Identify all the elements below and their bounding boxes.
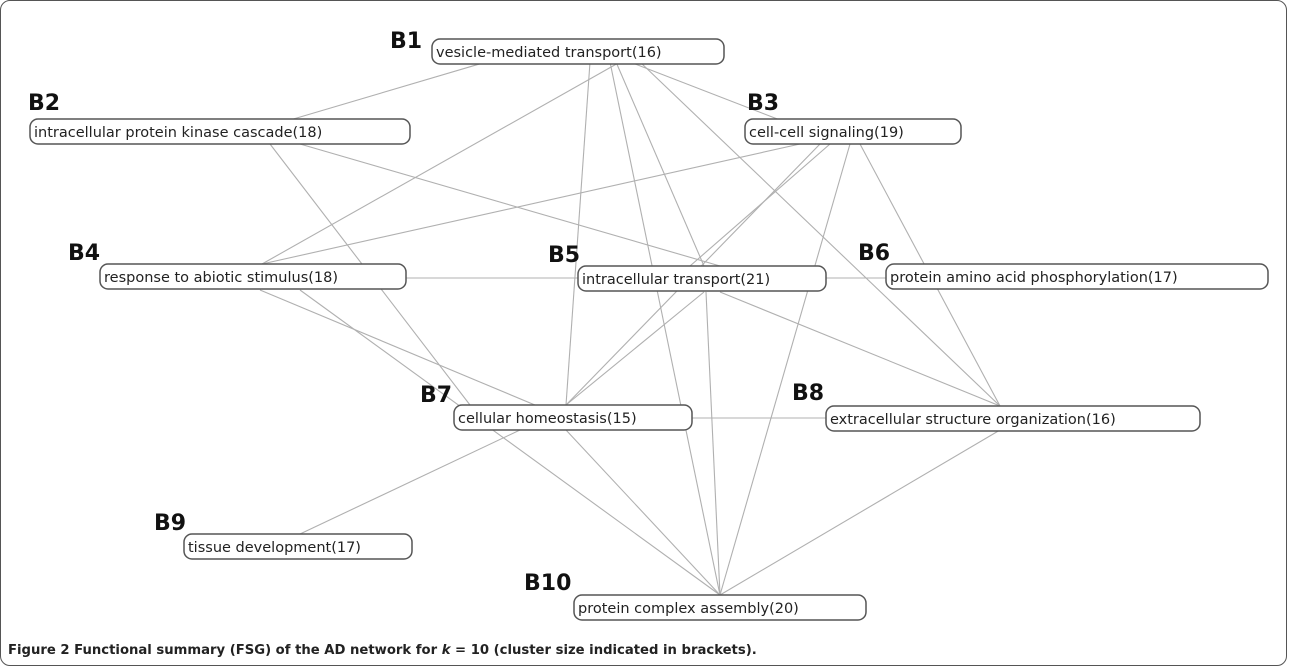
- node-box: [183, 533, 413, 560]
- edge-b4-b10: [299, 289, 721, 596]
- figure-label: Figure 2: [8, 643, 70, 658]
- edge-b1-b5: [615, 61, 705, 267]
- node-label: extracellular structure organization(16): [830, 412, 1116, 428]
- node-b1: vesicle-mediated transport(16) B1: [390, 29, 725, 65]
- node-label: cell-cell signaling(19): [749, 125, 904, 141]
- edge-b7-b9: [299, 429, 521, 535]
- node-label: tissue development(17): [188, 540, 361, 556]
- node-id-label: B4: [68, 241, 100, 266]
- node-b4: response to abiotic stimulus(18)B4: [68, 241, 407, 290]
- node-box: [885, 263, 1269, 290]
- caption-variable: k: [441, 643, 451, 658]
- edge-b1-b4: [261, 61, 621, 265]
- caption-text-before: Functional summary (FSG) of the AD netwo…: [69, 643, 442, 658]
- caption-text-after: = 10 (cluster size indicated in brackets…: [450, 643, 757, 658]
- edge-b4-b7: [259, 289, 567, 419]
- edge-b7-b10: [565, 429, 721, 596]
- edge-b2-b5: [299, 143, 721, 267]
- node-label: intracellular protein kinase cascade(18): [34, 125, 322, 141]
- node-box: [99, 263, 407, 290]
- node-box: [431, 38, 725, 65]
- node-b6: protein amino acid phosphorylation(17)B6: [858, 241, 1269, 290]
- figure-caption: Figure 2 Functional summary (FSG) of the…: [8, 643, 757, 658]
- node-b8: extracellular structure organization(16)…: [792, 381, 1201, 432]
- node-b5: intracellular transport(21)B5: [548, 243, 827, 292]
- node-id-label: B6: [858, 241, 890, 266]
- edge-b8-b10: [719, 429, 1001, 596]
- nodes-layer: vesicle-mediated transport(16) B1 intracel…: [28, 29, 1269, 621]
- node-id-label: B9: [154, 511, 186, 536]
- node-id-label: B10: [524, 571, 571, 596]
- node-label: protein complex assembly(20): [578, 601, 799, 617]
- edge-b3-b10: [719, 143, 851, 596]
- edge-b1-b10: [609, 61, 721, 596]
- node-box: [29, 118, 411, 145]
- node-b9: tissue development(17)B9: [154, 511, 413, 560]
- node-label: intracellular transport(21): [582, 272, 770, 288]
- network-graph: vesicle-mediated transport(16) B1 intracel…: [28, 29, 1269, 621]
- node-box: [825, 405, 1201, 432]
- node-b7: cellular homeostasis(15) B7: [420, 383, 693, 431]
- node-box: [577, 265, 827, 292]
- edge-b3-b4: [261, 143, 801, 265]
- edge-b5-b7: [565, 291, 705, 406]
- node-id-label: B1: [390, 29, 422, 54]
- node-label: protein amino acid phosphorylation(17): [890, 270, 1178, 286]
- node-id-label: B2: [28, 91, 60, 116]
- node-label: vesicle-mediated transport(16): [436, 45, 662, 61]
- node-box: [573, 594, 867, 621]
- node-box: [453, 404, 693, 431]
- node-label: response to abiotic stimulus(18): [104, 270, 338, 286]
- edge-b5-b10: [705, 291, 721, 596]
- node-id-label: B8: [792, 381, 824, 406]
- node-id-label: B7: [420, 383, 452, 408]
- node-id-label: B3: [747, 91, 779, 116]
- node-b3: cell-cell signaling(19) B3: [744, 91, 962, 145]
- edge-b5-b8: [719, 291, 1001, 407]
- node-box: [744, 118, 962, 145]
- node-id-label: B5: [548, 243, 580, 268]
- node-b10: protein complex assembly(20) B10: [524, 571, 867, 621]
- edge-b1-b8: [639, 61, 1001, 407]
- node-b2: intracellular protein kinase cascade(18)…: [28, 91, 411, 145]
- edge-b1-b7: [565, 61, 591, 406]
- node-label: cellular homeostasis(15): [458, 411, 637, 427]
- edge-b1-b3: [629, 61, 781, 121]
